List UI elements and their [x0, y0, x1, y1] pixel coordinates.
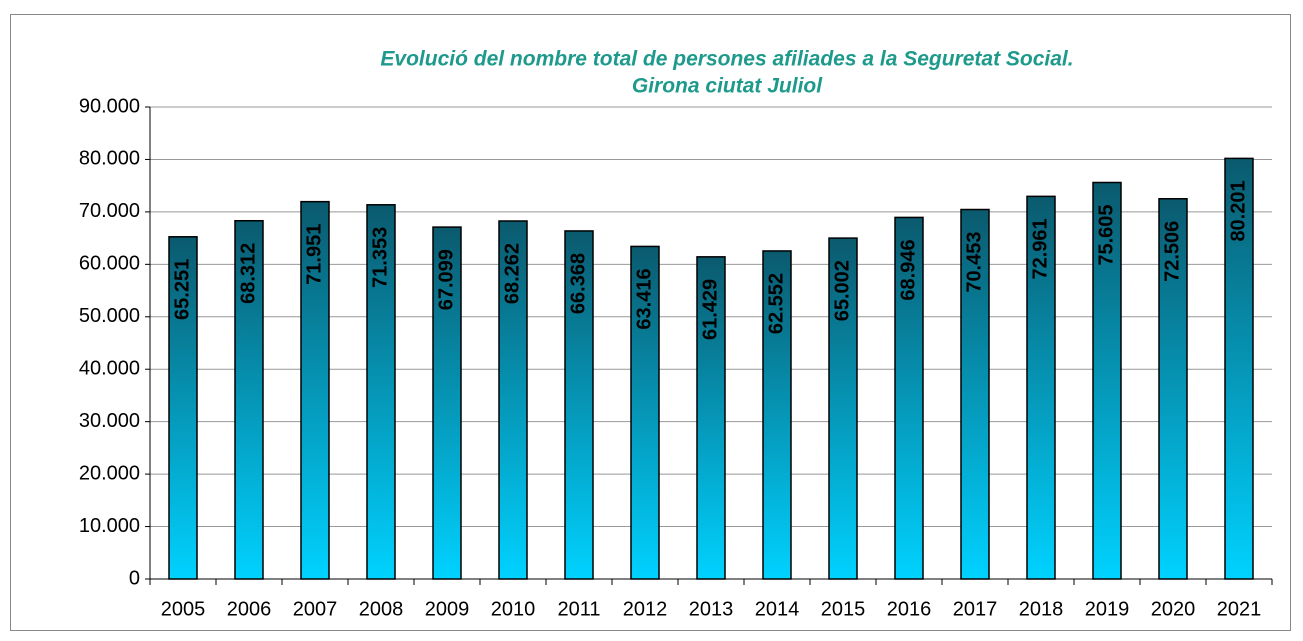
- bar: [1224, 157, 1254, 580]
- x-tick-label: 2011: [557, 598, 600, 620]
- value-label: 63.416: [633, 268, 655, 329]
- bar: [1092, 181, 1122, 580]
- y-tick-label: 30.000: [79, 410, 140, 432]
- chart-title: Evolució del nombre total de persones af…: [380, 48, 1073, 71]
- x-tick-label: 2006: [227, 598, 272, 620]
- x-tick-label: 2018: [1019, 598, 1064, 620]
- bar: [696, 256, 726, 580]
- value-label: 65.002: [831, 260, 853, 321]
- bar: [234, 219, 264, 580]
- x-tick-label: 2019: [1085, 598, 1130, 620]
- y-tick-label: 40.000: [79, 358, 140, 380]
- bar: [1158, 197, 1188, 580]
- value-label: 61.429: [699, 279, 721, 340]
- x-tick-label: 2017: [953, 598, 998, 620]
- value-label: 71.951: [303, 224, 325, 285]
- value-label: 72.961: [1029, 218, 1051, 279]
- x-tick-label: 2008: [359, 598, 404, 620]
- y-tick-label: 80.000: [79, 148, 140, 170]
- bar: [366, 204, 396, 580]
- x-tick-label: 2014: [755, 598, 800, 620]
- value-label: 67.099: [435, 249, 457, 310]
- value-label: 66.368: [567, 253, 589, 314]
- bar: [828, 237, 858, 580]
- bar: [300, 200, 330, 580]
- x-tick-label: 2012: [623, 598, 668, 620]
- y-tick-label: 0: [129, 567, 140, 589]
- value-label: 68.312: [237, 243, 259, 304]
- value-label: 71.353: [369, 227, 391, 288]
- chart-title: Girona ciutat Juliol: [632, 75, 823, 98]
- value-label: 62.552: [765, 273, 787, 334]
- value-label: 75.605: [1095, 204, 1117, 265]
- y-tick-label: 10.000: [79, 515, 140, 537]
- y-tick-label: 20.000: [79, 462, 140, 484]
- y-tick-label: 70.000: [79, 200, 140, 222]
- bar: [1026, 195, 1056, 580]
- x-tick-label: 2020: [1151, 598, 1196, 620]
- x-tick-label: 2013: [689, 598, 734, 620]
- x-tick-label: 2009: [425, 598, 470, 620]
- bar: [432, 226, 462, 580]
- bar: [168, 236, 198, 580]
- value-label: 65.251: [171, 259, 193, 320]
- value-label: 68.262: [501, 243, 523, 304]
- bar: [630, 245, 660, 580]
- value-label: 80.201: [1227, 180, 1249, 241]
- bar: [498, 220, 528, 580]
- bar: [960, 208, 990, 580]
- x-tick-label: 2016: [887, 598, 932, 620]
- x-tick-label: 2005: [161, 598, 206, 620]
- y-tick-label: 50.000: [79, 305, 140, 327]
- y-tick-label: 90.000: [79, 95, 140, 117]
- value-label: 68.946: [897, 239, 919, 300]
- value-label: 72.506: [1161, 221, 1183, 282]
- x-tick-label: 2021: [1217, 598, 1262, 620]
- x-tick-label: 2010: [491, 598, 536, 620]
- x-tick-label: 2015: [821, 598, 866, 620]
- bar: [564, 230, 594, 580]
- value-label: 70.453: [963, 232, 985, 293]
- bar: [762, 250, 792, 580]
- y-tick-label: 60.000: [79, 253, 140, 275]
- x-tick-label: 2007: [293, 598, 338, 620]
- bar: [894, 216, 924, 580]
